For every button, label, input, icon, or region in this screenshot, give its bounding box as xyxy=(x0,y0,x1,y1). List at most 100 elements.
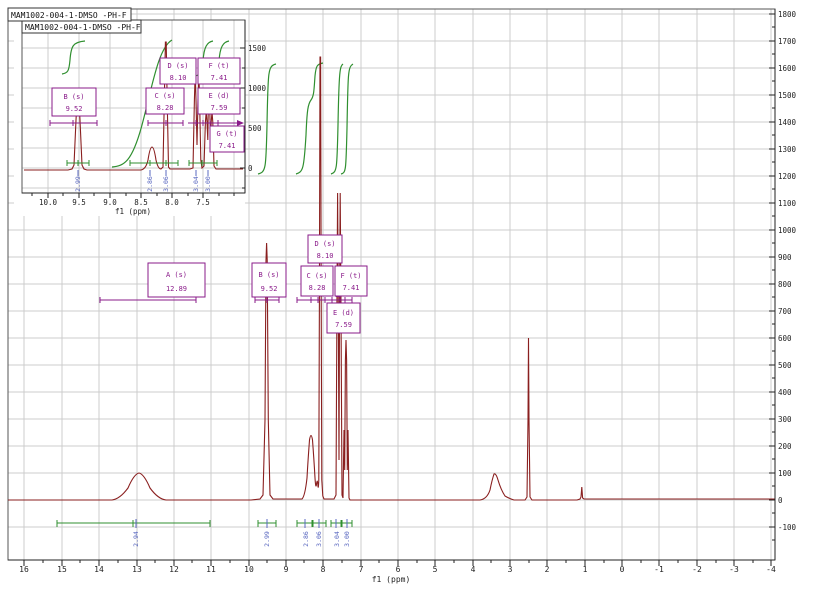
y-tick: 700 xyxy=(778,307,792,316)
peak-label-text: E (d) xyxy=(208,92,229,100)
peak-ppm-text: 7.41 xyxy=(219,142,236,150)
x-tick: 15 xyxy=(57,565,67,574)
peak-label-A[interactable]: A (s) 12.89 xyxy=(147,262,206,298)
x-tick: 0 xyxy=(620,565,625,574)
x-tick: 11 xyxy=(206,565,216,574)
inset-peak-label-B[interactable]: B (s) 9.52 xyxy=(51,87,97,117)
inset-x-tick: 8.0 xyxy=(165,198,179,207)
x-tick: 3 xyxy=(508,565,513,574)
peak-label-text: E (d) xyxy=(333,309,354,317)
y-tick: 1500 xyxy=(778,91,797,100)
inset-x-tick: 7.5 xyxy=(196,198,210,207)
x-tick: 4 xyxy=(471,565,476,574)
inset-panel[interactable]: 10.0 9.5 9.0 8.5 8.0 7.5 f1 (ppm) 1500 1… xyxy=(14,19,267,216)
y-tick: 200 xyxy=(778,442,792,451)
x-tick: -3 xyxy=(729,565,739,574)
x-tick: 9 xyxy=(284,565,289,574)
peak-ppm-text: 8.28 xyxy=(309,284,326,292)
x-tick: 8 xyxy=(321,565,326,574)
integral-value: 3.06 xyxy=(315,531,323,547)
x-tick: 1 xyxy=(583,565,588,574)
integral-value: 2.99 xyxy=(263,531,271,547)
y-tick: 1700 xyxy=(778,37,797,46)
inset-x-tick: 8.5 xyxy=(134,198,148,207)
y-tick: 1400 xyxy=(778,118,797,127)
y-axis-main: 1800 1700 1600 1500 1400 1300 1200 1100 … xyxy=(769,9,797,560)
peak-label-text: D (s) xyxy=(314,240,335,248)
y-tick: 1800 xyxy=(778,10,797,19)
multiplet-spans-inset xyxy=(49,120,241,126)
y-tick: 900 xyxy=(778,253,792,262)
x-tick: 2 xyxy=(545,565,550,574)
peak-label-text: G (t) xyxy=(216,130,237,138)
peak-labels-main: A (s) 12.89 B (s) 9.52 D (s) 8.10 C (s) … xyxy=(147,234,368,334)
x-tick: -1 xyxy=(654,565,664,574)
integral-value: 3.00 xyxy=(343,531,351,547)
x-tick: 6 xyxy=(396,565,401,574)
x-tick: 7 xyxy=(359,565,364,574)
peak-label-D[interactable]: D (s) 8.10 xyxy=(307,234,343,264)
integral-curves-main xyxy=(257,62,354,175)
inset-y-tick: 1000 xyxy=(248,84,267,93)
inset-peak-label-F[interactable]: F (t) 7.41 xyxy=(197,57,241,85)
peak-label-F[interactable]: F (t) 7.41 xyxy=(334,265,368,297)
integral-center-ticks-main xyxy=(135,519,348,528)
x-tick: 13 xyxy=(132,565,142,574)
peak-ppm-text: 8.10 xyxy=(317,252,334,260)
x-axis-main: 16 15 14 13 12 11 10 9 8 7 6 5 4 3 2 1 0… xyxy=(8,559,776,584)
integral-brackets-main xyxy=(56,520,353,527)
peak-label-text: A (s) xyxy=(166,271,187,279)
y-tick: 1300 xyxy=(778,145,797,154)
y-tick: -100 xyxy=(778,523,797,532)
integral-value: 3.00 xyxy=(204,176,212,192)
peak-label-text: F (t) xyxy=(208,62,229,70)
x-tick: -2 xyxy=(692,565,702,574)
peak-label-text: F (t) xyxy=(340,272,361,280)
spectrum-trace-inset xyxy=(24,41,243,171)
inset-peak-label-D[interactable]: D (s) 8.10 xyxy=(159,57,197,85)
inset-title-box[interactable]: MAM1002-004-1-DMSO -PH-F xyxy=(21,19,142,34)
inset-y-tick: 500 xyxy=(248,124,262,133)
peak-ppm-text: 8.28 xyxy=(157,104,174,112)
peak-labels-inset: B (s) 9.52 D (s) 8.10 F (t) 7.41 C (s) 8… xyxy=(51,57,245,153)
x-axis-label: f1 (ppm) xyxy=(372,575,411,584)
main-title-box[interactable]: MAM1002-004-1-DMSO -PH-F xyxy=(7,7,132,22)
inset-title-text: MAM1002-004-1-DMSO -PH-F xyxy=(25,23,141,32)
x-tick: 10 xyxy=(244,565,254,574)
integral-values-inset: 2.99 2.86 3.06 3.04 3.00 xyxy=(74,176,212,192)
spectrum-trace-main xyxy=(8,56,775,501)
peak-ppm-text: 9.52 xyxy=(66,105,83,113)
y-tick: 100 xyxy=(778,469,792,478)
inset-x-tick: 10.0 xyxy=(39,198,58,207)
peak-ppm-text: 7.41 xyxy=(343,284,360,292)
main-title-text: MAM1002-004-1-DMSO -PH-F xyxy=(11,11,127,20)
integral-values-main: 2.94 2.99 2.86 3.06 3.04 3.00 xyxy=(132,531,351,547)
y-tick: 800 xyxy=(778,280,792,289)
peak-label-C[interactable]: C (s) 8.28 xyxy=(300,265,334,297)
inset-y-tick: 1500 xyxy=(248,44,267,53)
multiplet-spans-main xyxy=(99,297,353,303)
y-tick: 600 xyxy=(778,334,792,343)
y-tick: 300 xyxy=(778,415,792,424)
x-tick: 16 xyxy=(19,565,29,574)
inset-x-tick: 9.0 xyxy=(103,198,117,207)
inset-peak-label-C[interactable]: C (s) 8.28 xyxy=(145,87,185,115)
inset-peak-label-E[interactable]: E (d) 7.59 xyxy=(197,87,241,115)
integral-value: 2.94 xyxy=(132,531,140,547)
peak-label-text: C (s) xyxy=(306,272,327,280)
y-tick: 1600 xyxy=(778,64,797,73)
peak-label-B[interactable]: B (s) 9.52 xyxy=(251,262,287,298)
x-tick: -4 xyxy=(766,565,776,574)
peak-ppm-text: 9.52 xyxy=(261,285,278,293)
peak-ppm-text: 7.59 xyxy=(211,104,228,112)
integral-value: 2.99 xyxy=(74,176,82,192)
peak-label-text: B (s) xyxy=(63,93,84,101)
peak-label-E[interactable]: E (d) 7.59 xyxy=(326,302,361,334)
integral-center-ticks-inset xyxy=(77,170,209,176)
inset-peak-label-G[interactable]: G (t) 7.41 xyxy=(209,125,245,153)
peak-ppm-text: 7.41 xyxy=(211,74,228,82)
integral-value: 3.04 xyxy=(333,531,341,547)
span-arrowhead xyxy=(237,120,244,126)
